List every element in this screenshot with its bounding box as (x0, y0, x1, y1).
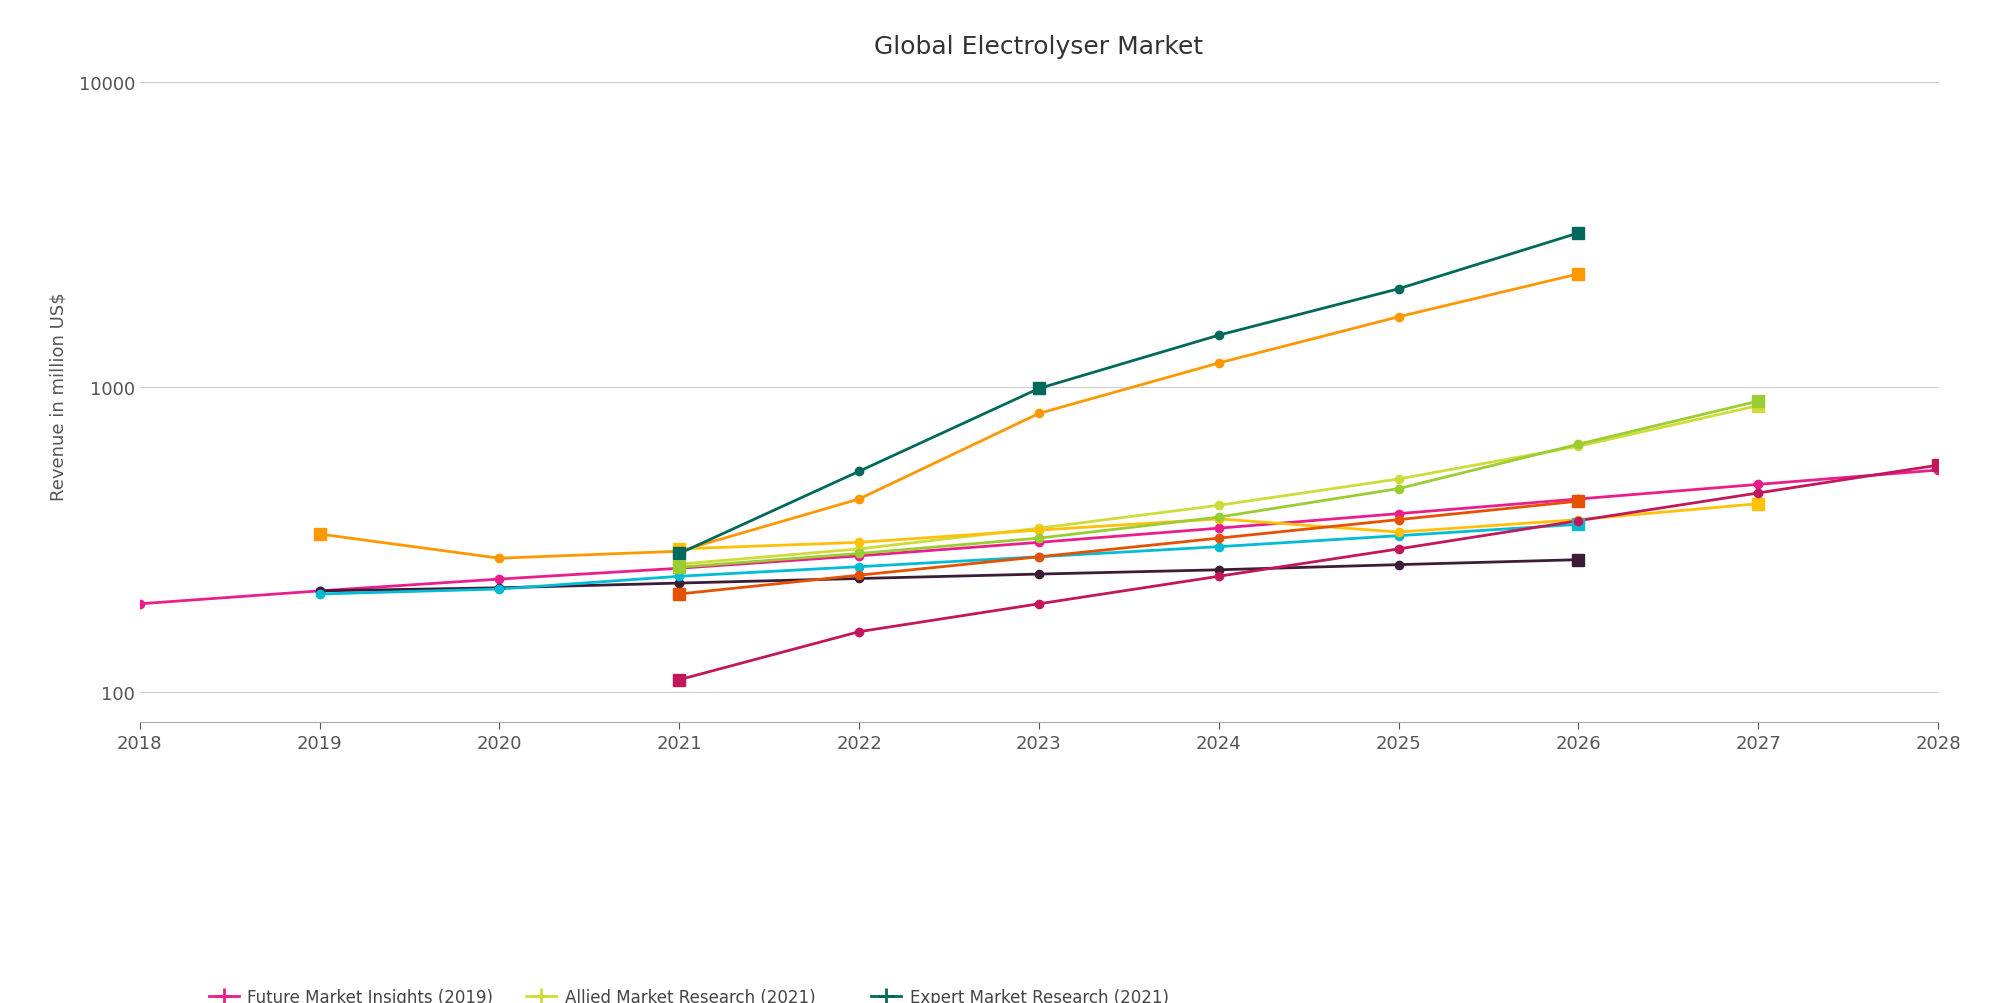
Legend: Future Market Insights (2019), Lp Information Data (2020), Market Study Report (: Future Market Insights (2019), Lp Inform… (202, 982, 1175, 1003)
Y-axis label: Revenue in million US$: Revenue in million US$ (50, 292, 68, 500)
Title: Global Electrolyser Market: Global Electrolyser Market (875, 34, 1203, 58)
